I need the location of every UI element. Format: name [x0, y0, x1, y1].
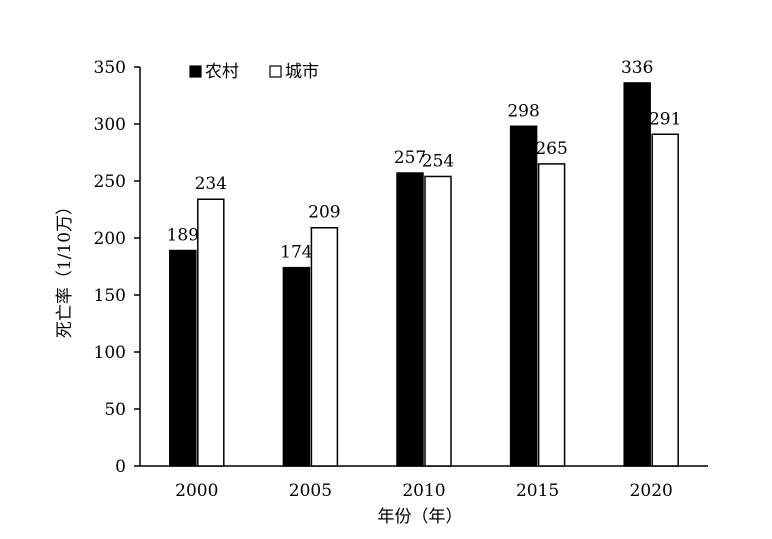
y-tick-label: 150 — [94, 286, 126, 306]
data-label: 234 — [195, 174, 227, 194]
data-label: 209 — [308, 203, 340, 223]
bar-rural — [396, 172, 424, 467]
bar-rural — [282, 266, 311, 467]
bar-rural — [169, 249, 197, 467]
x-tick-label: 2010 — [402, 481, 445, 501]
y-tick-label: 100 — [94, 343, 126, 363]
data-label: 174 — [280, 243, 312, 263]
x-tick-label: 2015 — [516, 481, 559, 501]
legend-label: 城市 — [285, 62, 319, 82]
data-label: 298 — [507, 101, 539, 121]
data-label: 336 — [621, 58, 653, 78]
y-tick-label: 350 — [94, 58, 126, 78]
y-tick-label: 50 — [104, 400, 126, 420]
bar-rural — [623, 82, 651, 467]
legend: 农村 城市 — [189, 62, 319, 82]
y-axis: 0 50 100 150 200 250 300 350 — [94, 58, 141, 477]
legend-swatch — [269, 65, 282, 78]
y-tick-label: 300 — [94, 115, 126, 135]
legend-label: 农村 — [205, 62, 239, 82]
y-tick-label: 0 — [115, 457, 126, 477]
y-axis-title: 死亡率（1/10万） — [55, 198, 75, 338]
bar-urban — [197, 198, 225, 467]
x-tick-label: 2020 — [630, 481, 673, 501]
data-label: 254 — [422, 151, 454, 171]
bar-urban — [651, 133, 679, 467]
legend-swatch — [189, 65, 202, 78]
bar-urban — [424, 175, 452, 467]
data-label: 265 — [535, 139, 567, 159]
x-tick-label: 2005 — [289, 481, 332, 501]
bar-urban — [537, 163, 566, 467]
y-tick-label: 250 — [94, 172, 126, 192]
bars — [169, 82, 679, 467]
x-axis-title: 年份（年） — [378, 507, 463, 527]
y-tick-label: 200 — [94, 229, 126, 249]
data-label: 257 — [394, 148, 426, 168]
x-axis: 2000 2005 2010 2015 2020 — [140, 465, 708, 501]
data-label: 291 — [649, 109, 681, 129]
bar-rural — [509, 125, 538, 467]
bar-urban — [310, 226, 339, 467]
x-tick-label: 2000 — [175, 481, 218, 501]
data-label: 189 — [167, 226, 199, 246]
